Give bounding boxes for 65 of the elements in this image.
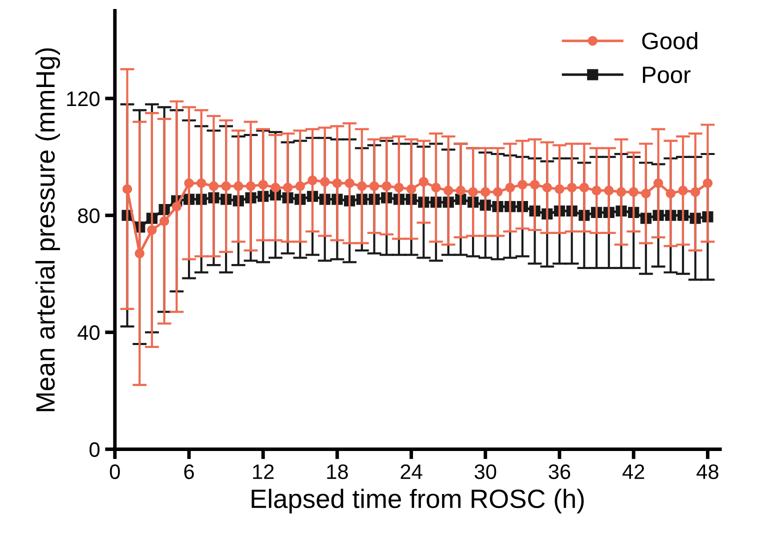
point — [208, 181, 219, 192]
point — [443, 186, 454, 196]
point — [295, 181, 306, 192]
point — [332, 178, 342, 188]
point — [172, 202, 182, 212]
point — [221, 181, 231, 192]
legend-label: Good — [642, 32, 698, 50]
y-tick-label: 120 — [67, 91, 100, 106]
point — [246, 181, 256, 192]
point — [554, 184, 564, 194]
point — [308, 175, 318, 186]
point — [678, 186, 688, 196]
point — [134, 248, 144, 258]
x-tick-label: 12 — [253, 464, 274, 479]
x-tick-label: 0 — [110, 464, 120, 480]
point — [344, 178, 354, 188]
point — [468, 187, 478, 197]
point — [530, 180, 540, 190]
point — [418, 176, 429, 187]
point — [641, 188, 651, 198]
point — [628, 187, 638, 197]
point — [702, 178, 713, 188]
point — [542, 182, 552, 192]
point — [282, 182, 293, 192]
point — [518, 180, 528, 190]
point — [147, 225, 157, 235]
point — [480, 187, 490, 197]
legend-label: Poor — [642, 66, 691, 84]
x-tick-label: 6 — [184, 464, 194, 480]
x-tick-label: 30 — [474, 464, 496, 480]
point — [406, 184, 416, 194]
point — [492, 187, 503, 197]
point — [616, 187, 626, 197]
point — [382, 181, 392, 192]
point — [320, 176, 330, 187]
point — [357, 181, 367, 192]
point — [196, 178, 206, 188]
x-tick-label: 48 — [696, 464, 718, 480]
point — [234, 181, 244, 192]
x-tick-label: 24 — [400, 464, 422, 479]
y-tick-label: 40 — [78, 325, 100, 340]
point — [159, 216, 170, 226]
point — [690, 187, 700, 197]
point — [431, 182, 441, 192]
y-tick-label: 80 — [78, 208, 100, 224]
point — [566, 182, 577, 192]
point — [604, 186, 614, 196]
point — [270, 182, 280, 192]
point — [258, 180, 268, 190]
point — [369, 181, 380, 192]
x-tick-label: 36 — [548, 464, 570, 480]
y-axis-title: Mean arterial pressure (mmHg) — [35, 48, 60, 412]
point — [184, 178, 194, 188]
point — [653, 178, 664, 188]
point — [505, 182, 515, 192]
y-tick-label: 0 — [90, 442, 100, 457]
point — [394, 182, 404, 192]
point — [666, 188, 676, 198]
point — [122, 184, 132, 194]
point — [456, 186, 466, 196]
x-tick-label: 42 — [622, 464, 644, 479]
point — [592, 186, 602, 196]
point — [579, 182, 590, 192]
x-axis-title: Elapsed time from ROSC (h) — [252, 488, 584, 514]
x-tick-label: 18 — [327, 464, 348, 480]
